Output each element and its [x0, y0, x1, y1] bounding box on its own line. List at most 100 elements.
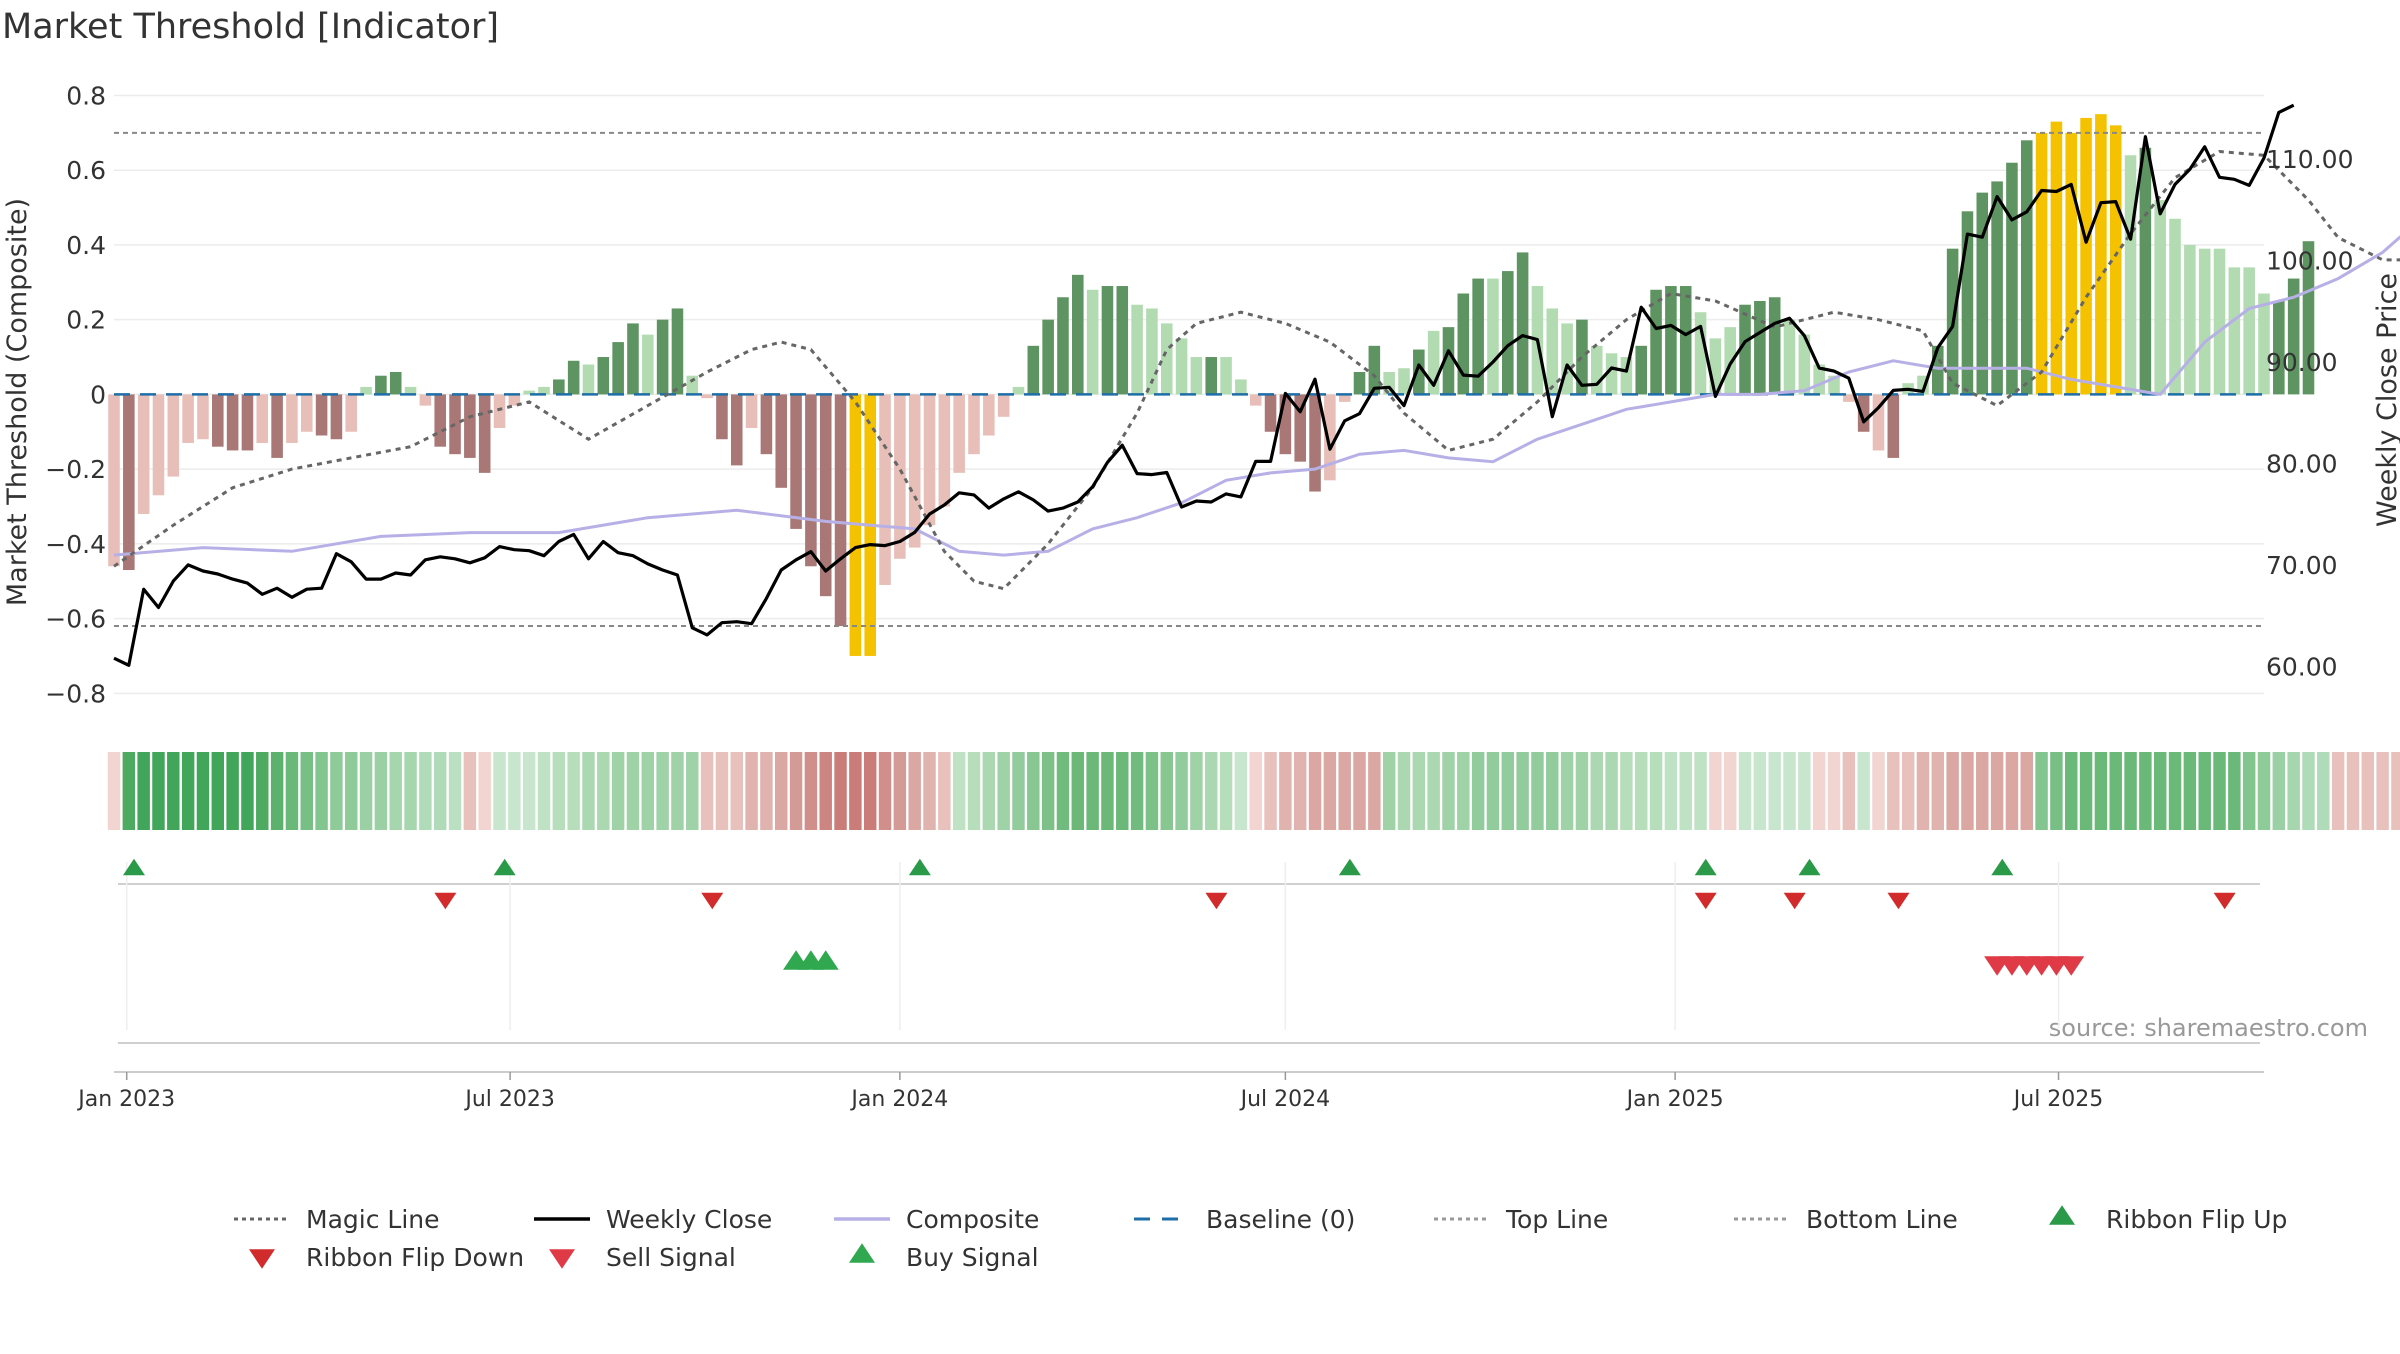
- ribbon-cell: [1249, 752, 1262, 830]
- y2-tick-label: 60.00: [2266, 652, 2338, 681]
- bars-group: [108, 114, 2315, 656]
- composite-bar: [2154, 200, 2166, 395]
- y-tick-label: 0.6: [66, 156, 106, 185]
- weekly-close-line: [113, 103, 2295, 667]
- composite-bar: [2198, 248, 2211, 395]
- composite-bar: [775, 394, 788, 488]
- composite-bar: [1620, 357, 1633, 395]
- y2-tick-label: 70.00: [2266, 551, 2338, 580]
- legend-label: Ribbon Flip Up: [2106, 1205, 2287, 1234]
- ribbon-cell: [345, 752, 358, 830]
- ribbon-cell: [1041, 752, 1055, 830]
- composite-bar: [256, 394, 269, 443]
- y-tick-label: −0.2: [45, 455, 106, 484]
- composite-bar: [2139, 147, 2152, 395]
- ribbon-flip-down-marker: [701, 892, 724, 910]
- composite-bar: [1116, 286, 1129, 395]
- ribbon-cell: [404, 752, 417, 830]
- composite-bar: [1072, 274, 1084, 395]
- composite-bar: [671, 308, 684, 395]
- composite-bar: [834, 394, 847, 627]
- ribbon-cell: [1546, 752, 1559, 830]
- composite-bar: [1160, 323, 1173, 395]
- ribbon-cell: [760, 752, 773, 830]
- y-tick-label: 0.2: [66, 306, 106, 335]
- composite-bar: [271, 394, 283, 458]
- ribbon-cell: [552, 752, 566, 830]
- sell-signal-marker: [2058, 956, 2085, 976]
- ribbon-cell: [1783, 752, 1796, 830]
- legend-label: Weekly Close: [606, 1205, 772, 1234]
- composite-bar: [2109, 125, 2122, 395]
- ribbon-cell: [181, 752, 195, 830]
- composite-bar: [1991, 181, 2003, 395]
- composite-bar: [1383, 371, 1395, 395]
- composite-bar: [2006, 162, 2018, 395]
- ribbon-cell: [122, 752, 136, 830]
- composite-bar: [656, 319, 669, 395]
- ribbon-cell: [2391, 752, 2400, 830]
- ribbon-cell: [626, 752, 640, 830]
- ribbon-cell: [508, 752, 521, 830]
- ribbon-flip-up-marker: [123, 858, 145, 876]
- composite-bar: [1487, 278, 1499, 395]
- ribbon-cell: [1649, 752, 1663, 830]
- composite-bar: [701, 394, 713, 399]
- ribbon-cell: [1768, 752, 1781, 830]
- ribbon-cell: [433, 752, 447, 830]
- composite-bar: [345, 394, 358, 432]
- composite-bar: [923, 394, 936, 526]
- composite-bar: [1872, 394, 1885, 451]
- ribbon-cell: [1635, 752, 1648, 830]
- ribbon-cell: [1679, 752, 1692, 830]
- ribbon-cell: [1027, 752, 1040, 830]
- composite-bar: [241, 394, 254, 451]
- composite-bar: [1502, 271, 1514, 395]
- composite-bar: [2124, 155, 2137, 395]
- x-tick-label: Jan 2025: [1625, 1087, 1724, 1112]
- legend-label: Magic Line: [306, 1205, 440, 1234]
- composite-bar: [1843, 394, 1855, 402]
- ribbon-cell: [671, 752, 684, 830]
- ribbon-cell: [1160, 752, 1173, 830]
- ribbon-cell: [1086, 752, 1099, 830]
- composite-bar: [997, 394, 1010, 417]
- composite-bar: [1442, 327, 1455, 395]
- ribbon-cell: [1205, 752, 1218, 830]
- composite-bar: [642, 334, 654, 395]
- composite-bar: [1576, 319, 1588, 395]
- composite-bar: [1768, 297, 1781, 395]
- ribbon-flip-down-marker: [1783, 892, 1806, 910]
- ribbon-cell: [1575, 752, 1589, 830]
- ribbon-cell: [1842, 752, 1856, 830]
- x-tick-label: Jul 2025: [2012, 1087, 2104, 1112]
- composite-bar: [1175, 338, 1188, 395]
- composite-bar: [2035, 132, 2048, 395]
- magic-line: [113, 149, 2400, 591]
- ribbon-cell: [1620, 752, 1633, 830]
- ribbon-cell: [1323, 752, 1337, 830]
- composite-bar: [1368, 345, 1381, 395]
- ribbon-flip-down-marker: [1887, 892, 1910, 910]
- ribbon-cell: [241, 752, 254, 830]
- legend-label: Bottom Line: [1806, 1205, 1958, 1234]
- legend-label: Sell Signal: [606, 1243, 736, 1272]
- ribbon-cell: [2065, 752, 2078, 830]
- composite-bar: [1413, 349, 1425, 395]
- composite-bar: [1976, 192, 1989, 395]
- ribbon-cell: [285, 752, 299, 830]
- composite-bar: [1338, 394, 1351, 402]
- composite-bar: [2258, 293, 2270, 395]
- composite-bar: [1783, 319, 1796, 395]
- source-text: source: sharemaestro.com: [2049, 1014, 2368, 1042]
- ribbon-cell: [908, 752, 921, 830]
- ribbon-cell: [419, 752, 432, 830]
- ribbon-cell: [1382, 752, 1396, 830]
- ribbon-group: [107, 752, 2400, 830]
- composite-bar: [137, 394, 150, 514]
- ribbon-cell: [2094, 752, 2108, 830]
- composite-bar: [968, 394, 980, 455]
- ribbon-cell: [196, 752, 210, 830]
- composite-bar: [1917, 375, 1929, 395]
- ribbon-cell: [893, 752, 907, 830]
